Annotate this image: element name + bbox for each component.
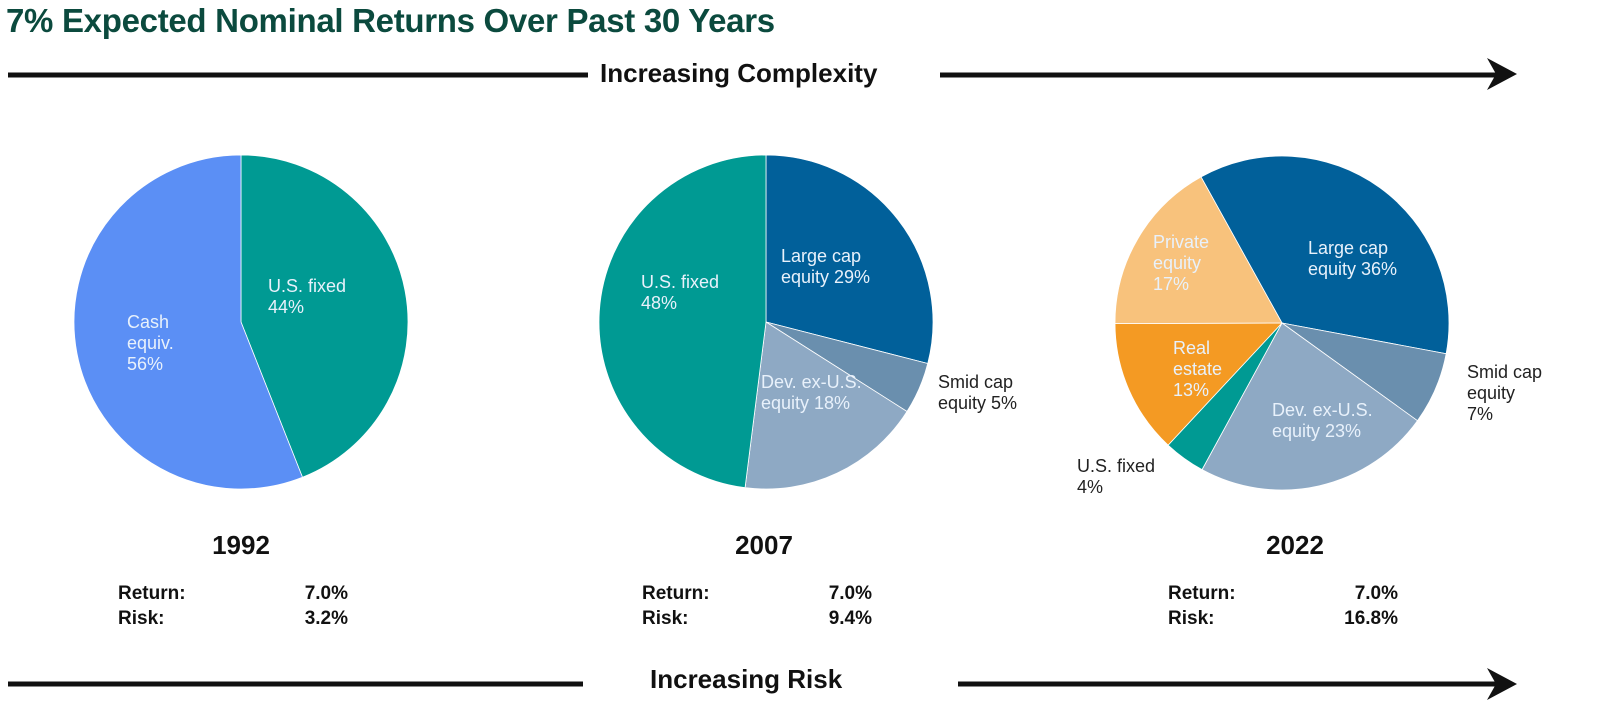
risk-value: 16.8% [1344, 608, 1398, 629]
return-value: 7.0% [828, 583, 872, 604]
return-value: 7.0% [1354, 583, 1398, 604]
page-title: 7% Expected Nominal Returns Over Past 30… [6, 2, 775, 39]
pie-slice-private-equity [1114, 176, 1283, 324]
slice-label-large-cap: Large cap equity 29% [781, 246, 870, 287]
slice-label-smid-cap: Smid cap equity 7% [1467, 362, 1542, 424]
pie-slice-real-estate [1114, 322, 1283, 446]
stats-2007: Return: 7.0% Risk: 9.4% [642, 583, 872, 633]
risk-arrow-label: Increasing Risk [650, 664, 843, 694]
year-label-1992: 1992 [212, 530, 270, 560]
risk-label: Risk: [642, 608, 689, 629]
slice-label-smid-cap: Smid cap equity 5% [938, 372, 1017, 413]
pie-slice-cash [73, 154, 303, 490]
stats-1992: Return: 7.0% Risk: 3.2% [118, 583, 348, 633]
slice-label-private-equity: Private equity 17% [1153, 232, 1209, 294]
return-label: Return: [118, 583, 186, 604]
slice-label-large-cap: Large cap equity 36% [1308, 238, 1397, 279]
complexity-arrowhead-icon [1487, 58, 1517, 90]
pie-slice-large-cap [765, 154, 934, 365]
slice-label-real-estate: Real estate 13% [1173, 338, 1222, 400]
slice-label-us-fixed: U.S. fixed 4% [1077, 456, 1155, 497]
slice-label-dev-ex-us: Dev. ex-U.S. equity 18% [761, 372, 862, 413]
stats-2022: Return: 7.0% Risk: 16.8% [1168, 583, 1398, 633]
slice-label-dev-ex-us: Dev. ex-U.S. equity 23% [1272, 400, 1373, 441]
pie-slice-large-cap [1200, 155, 1450, 355]
return-value: 7.0% [304, 583, 348, 604]
pie-slice-us-fixed [598, 154, 767, 489]
risk-value: 9.4% [828, 608, 872, 629]
complexity-arrow-label: Increasing Complexity [600, 58, 878, 88]
pie-chart-2022: Large cap equity 36% Smid cap equity 7% Dev. … [1077, 155, 1542, 497]
slice-label-us-fixed: U.S. fixed 44% [268, 276, 346, 317]
pie-chart-1992: U.S. fixed 44% Cash equiv. 56% [73, 154, 409, 490]
slice-label-us-fixed: U.S. fixed 48% [641, 272, 719, 313]
slice-label-cash: Cash equiv. 56% [127, 312, 174, 374]
pie-chart-2007: Large cap equity 29% Smid cap equity 5% Dev.… [598, 154, 1017, 490]
risk-value: 3.2% [304, 608, 348, 629]
year-label-2022: 2022 [1266, 530, 1324, 560]
pie-slice-dev-ex-us [744, 321, 908, 490]
year-label-2007: 2007 [735, 530, 793, 560]
risk-arrowhead-icon [1487, 668, 1517, 700]
return-label: Return: [1168, 583, 1236, 604]
pie-slice-dev-ex-us [1201, 322, 1419, 491]
return-label: Return: [642, 583, 710, 604]
pie-slice-us-fixed [240, 154, 409, 478]
risk-label: Risk: [118, 608, 165, 629]
risk-label: Risk: [1168, 608, 1215, 629]
